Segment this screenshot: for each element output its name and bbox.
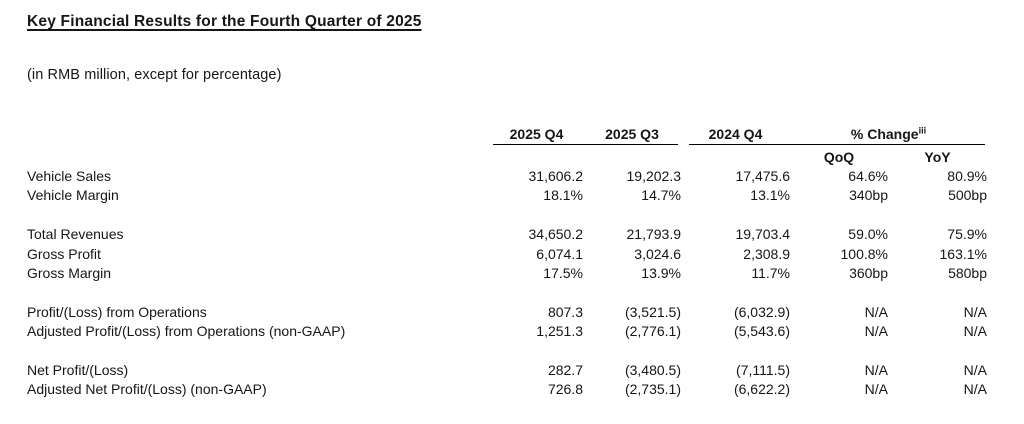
footnote-marker: iii [918, 125, 927, 136]
value-2025q3: (2,776.1) [624, 323, 681, 340]
value-2025q3: 3,024.6 [634, 245, 681, 262]
value-qoq: 340bp [849, 187, 888, 204]
row-label: Vehicle Sales [27, 168, 112, 184]
value-qoq: N/A [864, 361, 888, 378]
value-2024q4: 13.1% [750, 187, 790, 204]
row-label: Profit/(Loss) from Operations [27, 303, 207, 320]
value-2025q4: 807.3 [547, 303, 583, 320]
value-yoy: 163.1% [939, 245, 987, 262]
row-label: Vehicle Margin [27, 187, 119, 204]
value-2025q4: 17.5% [543, 264, 583, 281]
header-underlines [27, 144, 1024, 149]
row-label: Total Revenues [27, 226, 124, 243]
column-header-2025-q4: 2025 Q4 [509, 126, 564, 142]
row-label: Adjusted Net Profit/(Loss) (non-GAAP) [27, 381, 267, 398]
table-row-profit-loss-operations: Profit/(Loss) from Operations 807.3 (3,5… [27, 303, 1024, 322]
table-row-vehicle-margin: Vehicle Margin 18.1% 14.7% 13.1% 340bp 5… [27, 186, 1024, 205]
table-header-row: 2025 Q4 2025 Q3 2024 Q4 % Changeiii [27, 126, 1024, 142]
value-2025q3: 14.7% [641, 187, 681, 204]
column-header-pct-change: % Changeiii [790, 126, 987, 142]
header-spacer [27, 126, 490, 142]
value-yoy: 75.9% [947, 226, 987, 243]
subheader-qoq: QoQ [823, 149, 855, 165]
column-header-2025-q3: 2025 Q3 [605, 126, 659, 142]
value-2024q4: (6,032.9) [733, 303, 790, 320]
value-2025q3: (2,735.1) [624, 381, 681, 398]
table-row-adjusted-profit-loss-operations: Adjusted Profit/(Loss) from Operations (… [27, 322, 1024, 341]
value-2024q4: 11.7% [751, 264, 790, 281]
value-qoq: N/A [864, 381, 888, 398]
group-spacer [27, 206, 1024, 225]
value-qoq: 360bp [849, 264, 888, 281]
value-2024q4: (5,543.6) [733, 323, 790, 340]
value-2025q3: 21,793.9 [626, 226, 682, 243]
table-row-vehicle-sales: Vehicle Sales 31,606.2 19,202.3 17,475.6… [27, 167, 1024, 186]
value-2025q4: 1,251.3 [536, 323, 583, 340]
row-label: Adjusted Profit/(Loss) from Operations (… [27, 323, 346, 340]
pct-change-label: % Change [850, 126, 919, 142]
underline-quarters [493, 144, 678, 149]
subheader-spacer [583, 149, 681, 167]
value-2025q3: (3,521.5) [624, 303, 681, 320]
value-yoy: N/A [963, 361, 987, 378]
value-yoy: 580bp [948, 264, 987, 281]
value-2024q4: 17,475.6 [735, 168, 791, 184]
value-yoy: N/A [963, 381, 987, 398]
subheader-spacer [27, 149, 490, 167]
value-2024q4: (7,111.5) [736, 361, 790, 378]
value-qoq: N/A [864, 303, 888, 320]
group-spacer [27, 283, 1024, 302]
document-page: Key Financial Results for the Fourth Qua… [27, 13, 1024, 400]
subheader-spacer [681, 149, 790, 167]
table-subheader-row: QoQ YoY [27, 149, 1024, 167]
value-2024q4: 2,308.9 [743, 245, 790, 262]
subheader-spacer [490, 149, 583, 167]
units-note: (in RMB million, except for percentage) [27, 67, 282, 83]
table-row-net-profit-loss: Net Profit/(Loss) 282.7 (3,480.5) (7,111… [27, 361, 1024, 380]
table-row-gross-margin: Gross Margin 17.5% 13.9% 11.7% 360bp 580… [27, 264, 1024, 283]
value-yoy: 80.9% [947, 168, 987, 184]
value-2025q4: 6,074.1 [536, 245, 583, 262]
value-yoy: N/A [963, 323, 987, 340]
row-label: Net Profit/(Loss) [27, 361, 129, 378]
value-qoq: 59.0% [848, 226, 888, 243]
row-label: Gross Margin [27, 264, 112, 281]
table-row-adjusted-net-profit-loss: Adjusted Net Profit/(Loss) (non-GAAP) 72… [27, 380, 1024, 399]
group-spacer [27, 342, 1024, 361]
value-2025q4: 726.8 [547, 381, 583, 398]
value-qoq: N/A [864, 323, 888, 340]
row-label: Gross Profit [27, 245, 101, 262]
value-yoy: 500bp [948, 187, 987, 204]
value-qoq: 100.8% [840, 245, 888, 262]
value-yoy: N/A [963, 303, 987, 320]
table-row-gross-profit: Gross Profit 6,074.1 3,024.6 2,308.9 100… [27, 245, 1024, 264]
column-header-2024-q4: 2024 Q4 [708, 126, 763, 142]
value-2024q4: (6,622.2) [733, 381, 790, 398]
value-2025q4: 18.1% [543, 187, 583, 204]
value-2024q4: 19,703.4 [735, 226, 791, 243]
financial-results-table: 2025 Q4 2025 Q3 2024 Q4 % Changeiii QoQ … [27, 126, 1024, 400]
page-title: Key Financial Results for the Fourth Qua… [27, 13, 422, 30]
table-row-total-revenues: Total Revenues 34,650.2 21,793.9 19,703.… [27, 225, 1024, 244]
value-2025q4: 34,650.2 [528, 226, 584, 243]
value-2025q4: 31,606.2 [528, 168, 584, 184]
value-2025q3: (3,480.5) [624, 361, 681, 378]
value-2025q3: 19,202.3 [626, 168, 682, 184]
underline-change [689, 144, 985, 149]
value-2025q3: 13.9% [641, 264, 681, 281]
subheader-yoy: YoY [924, 149, 951, 165]
value-qoq: 64.6% [848, 168, 888, 184]
value-2025q4: 282.7 [547, 361, 583, 378]
